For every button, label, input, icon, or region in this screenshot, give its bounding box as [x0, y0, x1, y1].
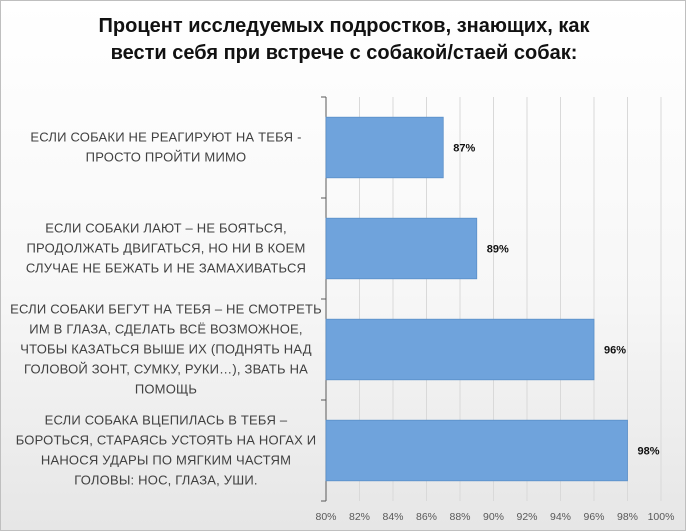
- bar: [325, 419, 628, 482]
- category-label: БОРОТЬСЯ, СТАРАЯСЬ УСТОЯТЬ НА НОГАХ И: [16, 433, 317, 448]
- bar: [325, 116, 444, 179]
- category-label: ПОМОЩЬ: [135, 382, 197, 397]
- x-tick-label: 98%: [617, 511, 638, 523]
- category-label: ЕСЛИ СОБАКИ НЕ РЕАГИРУЮТ НА ТЕБЯ -: [30, 130, 301, 145]
- x-tick-label: 96%: [583, 511, 604, 523]
- x-tick-label: 86%: [416, 511, 437, 523]
- data-label: 96%: [604, 345, 626, 357]
- category-label: ИМ В ГЛАЗА, СДЕЛАТЬ ВСЁ ВОЗМОЖНОЕ,: [29, 322, 302, 337]
- category-label: ГОЛОВОЙ ЗОНТ, СУМКУ, РУКИ…), ЗВАТЬ НА: [24, 362, 308, 377]
- category-label: ЕСЛИ СОБАКА ВЦЕПИЛАСЬ В ТЕБЯ –: [45, 413, 288, 428]
- x-tick-label: 82%: [349, 511, 370, 523]
- category-label: ЧТОБЫ КАЗАТЬСЯ ВЫШЕ ИХ (ПОДНЯТЬ НАД: [20, 342, 311, 357]
- x-tick-label: 92%: [516, 511, 537, 523]
- category-label: ЕСЛИ СОБАКИ БЕГУТ НА ТЕБЯ – НЕ СМОТРЕТЬ: [10, 302, 322, 317]
- category-label: НАНОСЯ УДАРЫ ПО МЯГКИМ ЧАСТЯМ: [41, 453, 291, 468]
- chart-title: Процент исследуемых подростков, знающих,…: [98, 15, 590, 64]
- data-label: 89%: [487, 244, 509, 256]
- category-label: ПРОСТО ПРОЙТИ МИМО: [86, 150, 247, 165]
- x-tick-label: 84%: [382, 511, 403, 523]
- data-label: 87%: [453, 143, 475, 155]
- bar: [325, 318, 595, 381]
- category-label: ГОЛОВЫ: НОС, ГЛАЗА, УШИ.: [74, 473, 257, 488]
- category-label: СЛУЧАЕ НЕ БЕЖАТЬ И НЕ ЗАМАХИВАТЬСЯ: [26, 261, 306, 276]
- x-tick-label: 94%: [550, 511, 571, 523]
- x-tick-label: 80%: [315, 511, 336, 523]
- x-tick-label: 90%: [483, 511, 504, 523]
- x-tick-label: 88%: [449, 511, 470, 523]
- category-label: ПРОДОЛЖАТЬ ДВИГАТЬСЯ, НО НИ В КОЕМ: [26, 241, 305, 256]
- x-tick-label: 100%: [648, 511, 675, 523]
- data-label: 98%: [638, 446, 660, 458]
- category-label: ЕСЛИ СОБАКИ ЛАЮТ – НЕ БОЯТЬСЯ,: [45, 221, 287, 236]
- bar: [325, 217, 478, 280]
